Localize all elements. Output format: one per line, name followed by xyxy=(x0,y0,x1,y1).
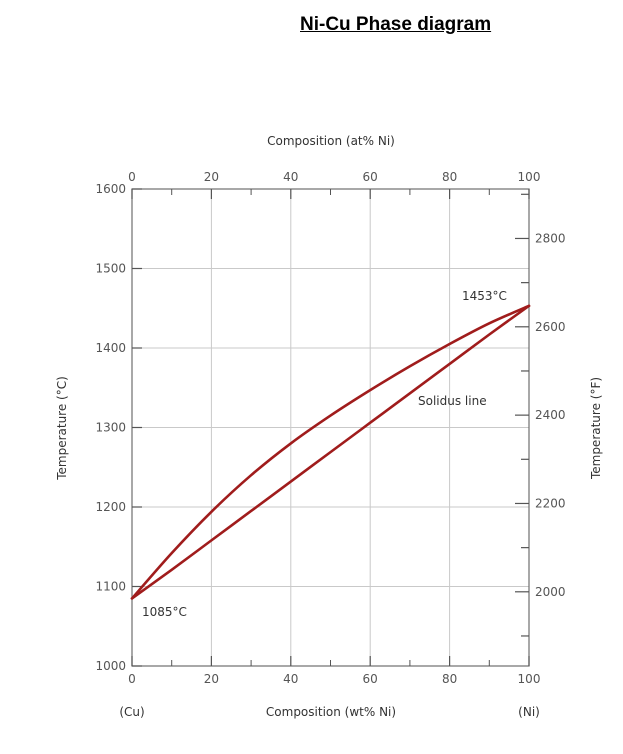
x-tick-label-bottom: 20 xyxy=(204,672,219,686)
x-tick-label-top: 0 xyxy=(128,170,136,184)
x-tick-label-bottom: 80 xyxy=(442,672,457,686)
y-tick-label-right: 2800 xyxy=(535,231,566,245)
x-tick-label-top: 80 xyxy=(442,170,457,184)
y-tick-label-left: 1500 xyxy=(95,262,126,276)
x-tick-label-bottom: 100 xyxy=(518,672,541,686)
bottom-axis-title: Composition (wt% Ni) xyxy=(266,705,396,719)
x-tick-label-top: 20 xyxy=(204,170,219,184)
axis-ticks: 0 20 40 60 80 1000 20 40 60 80 1001000110012001300… xyxy=(95,170,565,686)
right-axis-title: Temperature (°F) xyxy=(589,377,603,480)
y-tick-label-right: 2600 xyxy=(535,320,566,334)
page-title: Ni-Cu Phase diagram xyxy=(300,14,492,35)
ni-end-label: (Ni) xyxy=(518,705,540,719)
x-tick-label-top: 100 xyxy=(518,170,541,184)
grid xyxy=(132,189,529,666)
liquidus-line xyxy=(130,304,531,600)
melting-point-ni-label: 1453°C xyxy=(462,289,507,303)
y-tick-label-left: 1200 xyxy=(95,500,126,514)
left-axis-title: Temperature (°C) xyxy=(55,376,69,481)
melting-point-cu-label: 1085°C xyxy=(142,605,187,619)
y-tick-label-left: 1100 xyxy=(95,580,126,594)
x-tick-label-bottom: 0 xyxy=(128,672,136,686)
y-tick-label-right: 2000 xyxy=(535,585,566,599)
y-tick-label-left: 1600 xyxy=(95,182,126,196)
solidus-line-label: Solidus line xyxy=(418,394,487,408)
y-tick-label-left: 1400 xyxy=(95,341,126,355)
x-tick-label-bottom: 40 xyxy=(283,672,298,686)
y-tick-label-left: 1000 xyxy=(95,659,126,673)
x-tick-label-top: 60 xyxy=(363,170,378,184)
y-tick-label-right: 2200 xyxy=(535,496,566,510)
cu-end-label: (Cu) xyxy=(119,705,144,719)
annotations: 1453°C 1085°C Solidus line xyxy=(142,289,507,619)
x-tick-label-bottom: 60 xyxy=(363,672,378,686)
top-axis-title: Composition (at% Ni) xyxy=(267,134,395,148)
y-tick-label-right: 2400 xyxy=(535,408,566,422)
y-tick-label-left: 1300 xyxy=(95,421,126,435)
series-lines xyxy=(130,304,531,600)
x-tick-label-top: 40 xyxy=(283,170,298,184)
solidus-line xyxy=(130,304,531,600)
